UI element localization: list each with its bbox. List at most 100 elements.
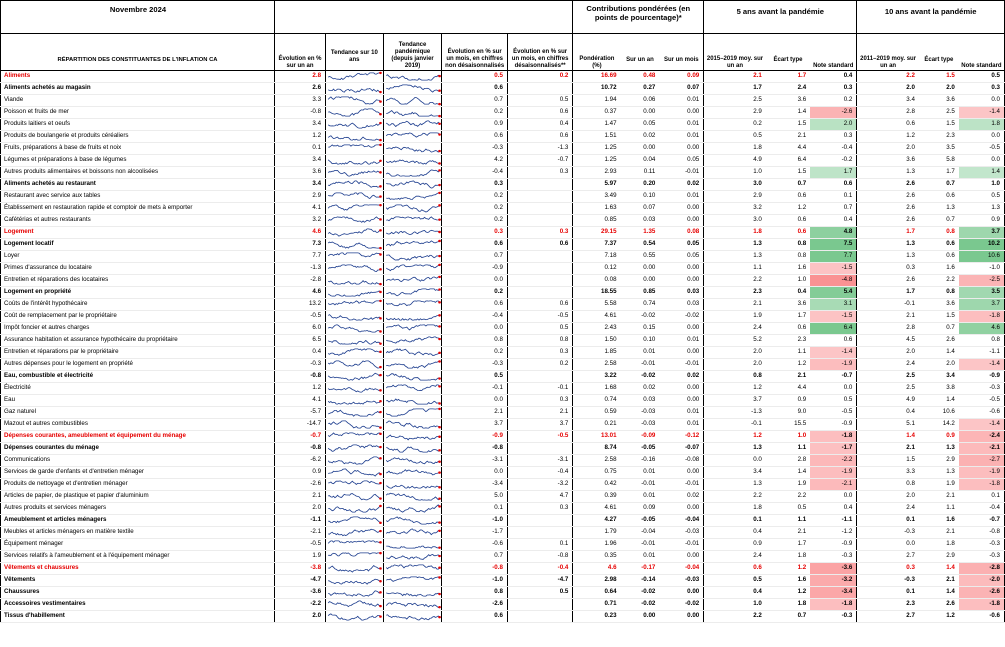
table-row: Coûts de l'intérêt hypothécaire 13.2 0.6 0.… [0,298,1005,311]
cell-yoy: -3.8 [274,562,327,575]
cell-mnsa: 0.2 [441,286,508,299]
cell-a5: 1.2 [703,382,766,395]
trendpand-sparkline [383,382,443,395]
trendpand-sparkline [383,142,443,155]
cell-a10: -0.1 [856,298,919,311]
trend10-sparkline [325,262,384,275]
row-label: Autres dépenses pour le logement en prop… [0,358,275,371]
cell-cy: -0.01 [620,358,660,371]
cell-a5: 2.0 [703,358,766,371]
cell-cm: -0.02 [659,310,705,323]
cell-s10: 3.4 [918,370,959,383]
cell-s10: 2.1 [918,526,959,539]
cell-s5: 1.1 [765,346,811,359]
cell-cm: 0.00 [659,382,705,395]
cell-msa [507,370,574,383]
cell-mnsa: -1.7 [441,526,508,539]
cell-n5: 2.0 [810,118,858,131]
cell-yoy: -4.7 [274,574,327,587]
cell-mnsa: -0.4 [441,166,508,179]
cell-s5: 1.8 [765,550,811,563]
trend10-sparkline [325,382,384,395]
cell-msa: -3.2 [507,478,574,491]
cell-cy: 0.54 [620,238,660,251]
cell-mnsa: -0.9 [441,430,508,443]
cell-mnsa: 0.2 [441,202,508,215]
trend10-sparkline [325,130,384,143]
cell-a5: 1.0 [703,598,766,611]
cell-s10: 1.8 [918,538,959,551]
cell-a10: 5.1 [856,418,919,431]
cell-yoy: 3.2 [274,214,327,227]
cell-cy: -0.09 [620,430,660,443]
cell-a5: 3.0 [703,214,766,227]
cell-n10: -1.8 [958,310,1005,323]
row-label: Aliments achetés au restaurant [0,178,275,191]
cell-cy: 0.00 [620,610,660,623]
cell-cy: 0.01 [620,466,660,479]
cell-a10: 2.4 [856,358,919,371]
cell-cy: 0.03 [620,394,660,407]
cell-a10: 2.0 [856,142,919,155]
cell-n5: 0.4 [810,70,858,83]
trendpand-sparkline [383,526,443,539]
cell-mnsa: 0.6 [441,238,508,251]
row-label: Légumes et préparations à base de légume… [0,154,275,167]
table-row: Entretien et réparations des locataires -… [0,274,1005,287]
cell-n5: -0.2 [810,154,858,167]
trend10-sparkline [325,310,384,323]
trendpand-sparkline [383,226,443,239]
cell-yoy: 7.7 [274,250,327,263]
cell-msa: 0.2 [507,70,574,83]
row-label: Coûts de l'intérêt hypothécaire [0,298,275,311]
cell-cm: 0.08 [659,226,705,239]
cell-a10: 2.6 [856,274,919,287]
trend10-sparkline [325,298,384,311]
cell-a5: 3.7 [703,394,766,407]
cell-n10: -0.5 [958,394,1005,407]
row-label: Aliments [0,70,275,83]
cell-s5: 4.4 [765,142,811,155]
cell-s5: 4.4 [765,382,811,395]
cell-cm: 0.00 [659,502,705,515]
cell-s10: 10.6 [918,406,959,419]
cell-w: 5.58 [572,298,621,311]
cell-s5: 0.6 [765,226,811,239]
cell-s5: 0.6 [765,214,811,227]
cell-n10: -0.5 [958,142,1005,155]
cell-yoy: -5.7 [274,406,327,419]
table-row: Établissement en restauration rapide et … [0,202,1005,215]
cell-w: 1.79 [572,526,621,539]
cell-yoy: 1.9 [274,550,327,563]
cell-a10: 2.5 [856,382,919,395]
table-row: Tissus d'habillement 2.0 0.6 0.23 0.00 0.00 2.… [0,610,1005,623]
cell-cy: 0.55 [620,250,660,263]
cell-w: 2.43 [572,322,621,335]
cell-a5: 3.0 [703,178,766,191]
cell-s5: 2.4 [765,82,811,95]
cell-w: 4.27 [572,514,621,527]
cell-msa: 0.6 [507,238,574,251]
cell-n5: 4.8 [810,226,858,239]
trend10-sparkline [325,346,384,359]
trendpand-sparkline [383,130,443,143]
cell-w: 16.69 [572,70,621,83]
cell-a5: 2.2 [703,610,766,623]
cell-mnsa: 0.7 [441,250,508,263]
cell-yoy: 1.2 [274,382,327,395]
cell-a5: -0.1 [703,418,766,431]
cell-n5: -0.4 [810,142,858,155]
cell-mnsa: 4.2 [441,154,508,167]
trend10-sparkline [325,274,384,287]
trend10-sparkline [325,442,384,455]
cell-yoy: 2.0 [274,502,327,515]
cell-mnsa: 0.2 [441,190,508,203]
row-label: Coût de remplacement par le propriétaire [0,310,275,323]
cell-s5: 1.1 [765,514,811,527]
cell-n10: 0.5 [958,190,1005,203]
cell-n5: 3.1 [810,298,858,311]
cell-n5: 0.0 [810,382,858,395]
cell-s5: 1.4 [765,106,811,119]
cell-msa: 0.8 [507,334,574,347]
cell-n10: -0.6 [958,610,1005,623]
